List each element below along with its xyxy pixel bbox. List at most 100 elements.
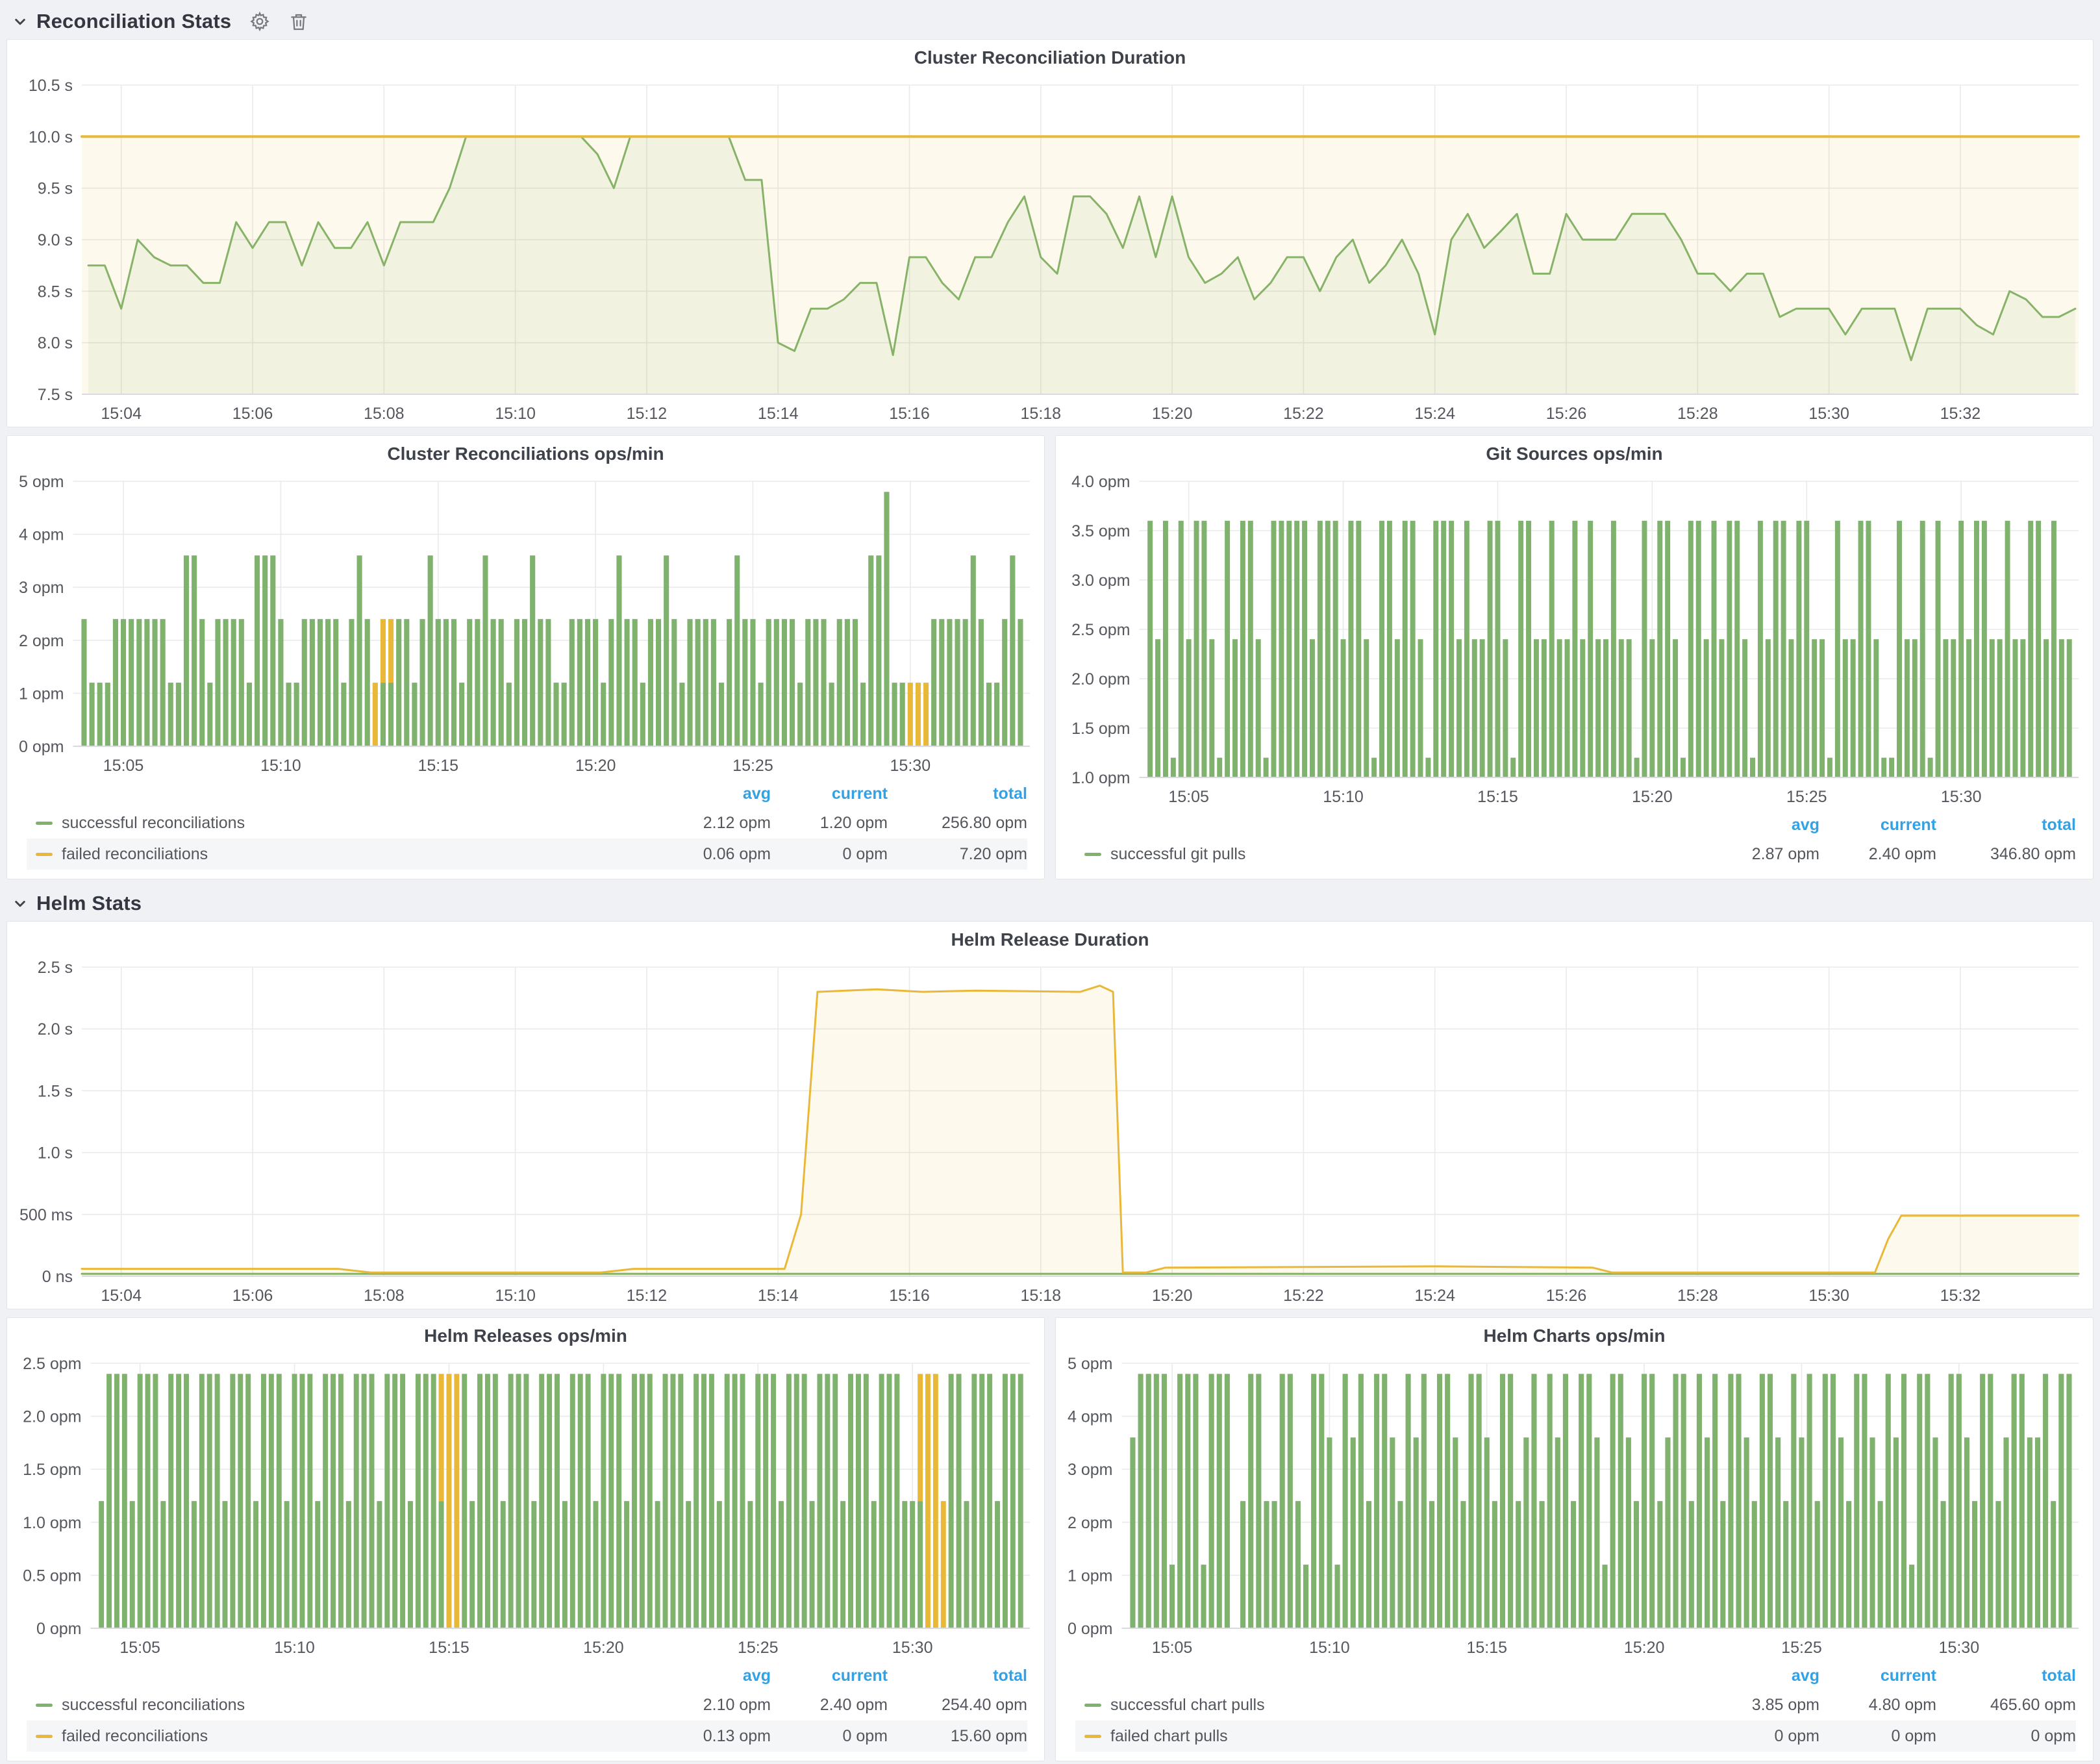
section-title[interactable]: Reconciliation Stats — [36, 10, 232, 32]
legend-series-label[interactable]: successful git pulls — [1110, 844, 1246, 863]
x-tick-label: 15:18 — [1021, 1287, 1062, 1305]
y-tick-label: 2 opm — [19, 632, 64, 650]
legend-row: failed reconciliations 0.06 opm 0 opm 7.… — [27, 838, 1027, 870]
legend-series-label[interactable]: failed reconciliations — [62, 1726, 208, 1745]
panel-title[interactable]: Helm Release Duration — [951, 929, 1149, 950]
legend-series-label[interactable]: successful chart pulls — [1110, 1695, 1265, 1714]
panel-git-sources-opm: Git Sources ops/min 4.0 opm 3.5 opm 3.0 op… — [1055, 435, 2094, 879]
x-tick-label: 15:22 — [1283, 1287, 1324, 1305]
stat-column-avg[interactable]: avg — [1791, 815, 1819, 834]
y-tick-label: 0 opm — [36, 1620, 81, 1638]
gear-icon[interactable] — [249, 11, 270, 32]
stat-column-current[interactable]: current — [831, 1666, 888, 1685]
trash-icon[interactable] — [288, 11, 309, 32]
panel-title[interactable]: Helm Charts ops/min — [1483, 1326, 1666, 1346]
legend-series-label[interactable]: failed reconciliations — [62, 844, 208, 863]
x-tick-label: 15:10 — [260, 757, 301, 775]
legend: avg current total successful reconciliat… — [7, 1661, 1044, 1761]
y-tick-label: 3.0 opm — [1071, 572, 1130, 590]
stat-avg: 0.13 opm — [703, 1726, 771, 1745]
x-tick-label: 15:25 — [1786, 788, 1827, 806]
stat-column-total[interactable]: total — [2042, 815, 2076, 834]
y-tick-label: 0.5 opm — [23, 1567, 81, 1585]
section-title[interactable]: Helm Stats — [36, 892, 142, 914]
stat-column-avg[interactable]: avg — [1791, 1666, 1819, 1685]
y-tick-label: 1.5 s — [38, 1082, 73, 1100]
stat-current: 0 opm — [842, 1726, 888, 1745]
section-header-reconciliation-stats[interactable]: Reconciliation Stats — [0, 4, 2100, 39]
stat-current: 0 opm — [842, 844, 888, 863]
panel-title[interactable]: Git Sources ops/min — [1486, 444, 1663, 464]
chart-helm-release-duration[interactable]: 2.5 s 2.0 s 1.5 s 1.0 s 500 ms 0 ns 15:04 15:06… — [7, 958, 2093, 1309]
legend-row: failed chart pulls 0 opm 0 opm 0 opm — [1075, 1720, 2076, 1752]
stat-column-current[interactable]: current — [1880, 1666, 1936, 1685]
legend: avg current total successful chart pulls… — [1056, 1661, 2093, 1761]
x-tick-label: 15:05 — [103, 757, 144, 775]
section-header-helm-stats[interactable]: Helm Stats — [0, 886, 2100, 921]
y-tick-label: 5 opm — [19, 473, 64, 491]
legend-series-label[interactable]: successful reconciliations — [62, 1695, 245, 1714]
y-tick-label: 2 opm — [1068, 1514, 1112, 1532]
legend-stats-header: avg current total — [27, 1662, 1027, 1689]
x-tick-label: 15:10 — [1323, 788, 1364, 806]
stat-total: 346.80 opm — [1990, 844, 2076, 863]
chart-cluster-reconciliation-duration[interactable]: 10.5 s 10.0 s 9.5 s 9.0 s 8.5 s 8.0 s 7.5 s 15:… — [7, 76, 2093, 427]
x-tick-label: 15:22 — [1283, 405, 1324, 423]
panel-title[interactable]: Helm Releases ops/min — [424, 1326, 627, 1346]
y-tick-label: 1.0 s — [38, 1144, 73, 1163]
chart-git-sources-opm[interactable]: 4.0 opm 3.5 opm 3.0 opm 2.5 opm 2.0 opm 1.5 o… — [1056, 472, 2093, 810]
y-tick-label: 2.5 opm — [1071, 621, 1130, 639]
chart-helm-releases-opm[interactable]: 2.5 opm 2.0 opm 1.5 opm 1.0 opm 0.5 opm 0 opm… — [7, 1354, 1044, 1661]
panel-title[interactable]: Cluster Reconciliation Duration — [914, 47, 1186, 68]
stat-column-total[interactable]: total — [993, 784, 1027, 803]
x-tick-label: 15:24 — [1414, 1287, 1455, 1305]
stat-column-total[interactable]: total — [993, 1666, 1027, 1685]
legend-series-label[interactable]: failed chart pulls — [1110, 1726, 1228, 1745]
chevron-down-icon[interactable] — [10, 894, 30, 913]
chart-helm-charts-opm[interactable]: 5 opm 4 opm 3 opm 2 opm 1 opm 0 opm 15:05 15:10… — [1056, 1354, 2093, 1661]
x-tick-label: 15:20 — [1624, 1639, 1665, 1657]
y-tick-label: 2.0 s — [38, 1020, 73, 1039]
x-tick-label: 15:25 — [1781, 1639, 1822, 1657]
chart-cluster-reconciliations-opm[interactable]: 5 opm 4 opm 3 opm 2 opm 1 opm 0 opm 15:05 15:10… — [7, 472, 1044, 779]
y-tick-label: 3.5 opm — [1071, 522, 1130, 540]
x-tick-label: 15:25 — [738, 1639, 779, 1657]
stat-column-avg[interactable]: avg — [742, 784, 771, 803]
x-tick-label: 15:12 — [627, 405, 668, 423]
legend-series-label[interactable]: successful reconciliations — [62, 813, 245, 832]
stat-column-current[interactable]: current — [1880, 815, 1936, 834]
x-tick-label: 15:15 — [1477, 788, 1518, 806]
y-tick-label: 2.5 s — [38, 959, 73, 977]
x-tick-label: 15:32 — [1940, 405, 1981, 423]
x-tick-label: 15:08 — [364, 405, 405, 423]
x-tick-label: 15:04 — [101, 405, 142, 423]
stat-column-avg[interactable]: avg — [742, 1666, 771, 1685]
stat-avg: 3.85 opm — [1751, 1695, 1819, 1714]
x-tick-label: 15:24 — [1414, 405, 1455, 423]
legend-row: successful git pulls 2.87 opm 2.40 opm 3… — [1075, 838, 2076, 870]
series-marker-green — [1084, 852, 1101, 856]
x-tick-label: 15:16 — [889, 1287, 930, 1305]
panel-cluster-reconciliations-opm: Cluster Reconciliations ops/min 5 opm 4 o… — [6, 435, 1045, 879]
y-tick-label: 8.5 s — [38, 283, 73, 301]
panel-helm-charts-opm: Helm Charts ops/min 5 opm 4 opm 3 opm 2 opm… — [1055, 1317, 2094, 1761]
y-tick-label: 4 opm — [19, 526, 64, 544]
legend: avg current total successful git pulls 2… — [1056, 810, 2093, 879]
stat-avg: 0 opm — [1774, 1726, 1819, 1745]
y-tick-label: 1.5 opm — [1071, 720, 1130, 738]
y-tick-label: 3 opm — [19, 579, 64, 597]
x-tick-label: 15:30 — [1941, 788, 1982, 806]
stat-column-current[interactable]: current — [831, 784, 888, 803]
x-tick-label: 15:30 — [1808, 405, 1849, 423]
x-tick-label: 15:20 — [1152, 1287, 1193, 1305]
panel-helm-releases-opm: Helm Releases ops/min 2.5 opm 2.0 opm 1.5 … — [6, 1317, 1045, 1761]
chevron-down-icon[interactable] — [10, 12, 30, 31]
x-tick-label: 15:20 — [575, 757, 616, 775]
x-tick-label: 15:26 — [1546, 405, 1587, 423]
panel-title[interactable]: Cluster Reconciliations ops/min — [387, 444, 664, 464]
x-tick-label: 15:14 — [758, 1287, 799, 1305]
stat-column-total[interactable]: total — [2042, 1666, 2076, 1685]
x-tick-label: 15:10 — [1309, 1639, 1350, 1657]
y-tick-label: 1.0 opm — [23, 1514, 81, 1532]
y-tick-label: 0 opm — [1068, 1620, 1112, 1638]
